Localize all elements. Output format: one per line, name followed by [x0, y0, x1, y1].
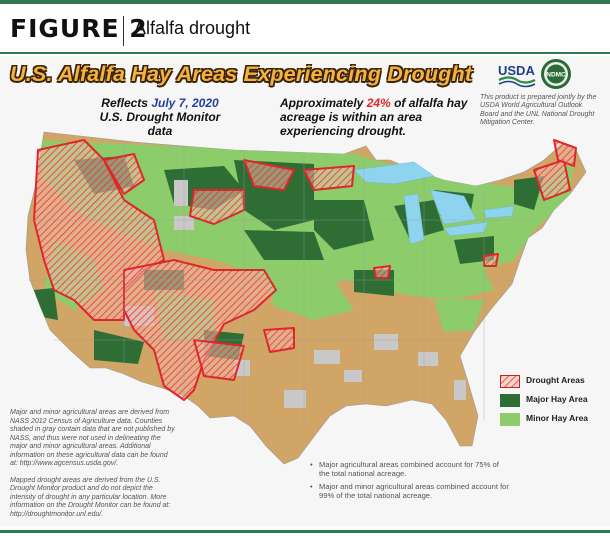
acreage-text: Approximately 24% of alfalfa hay acreage… [280, 96, 480, 138]
header-divider [123, 16, 124, 46]
reflects-prefix: Reflects [101, 96, 148, 110]
notes-left: Major and minor agricultural areas are d… [10, 409, 176, 527]
acreage-prefix: Approximately [280, 96, 364, 110]
header-rule [0, 52, 610, 54]
great-lakes [353, 161, 515, 245]
state-borders [28, 142, 534, 430]
us-map [25, 131, 587, 465]
figure-caption: Alfalfa drought [134, 18, 251, 38]
bottom-border [0, 530, 610, 533]
acreage-percent: 24% [366, 96, 391, 110]
note-combined-acreage: Major and minor agricultural areas combi… [310, 482, 510, 500]
acreage-suffix: of alfalfa hay acreage is within an area… [280, 96, 468, 138]
figure-label: FIGURE 2 [10, 14, 148, 43]
credit-text: This product is prepared jointly by the … [480, 94, 597, 127]
note-major-acreage: Major agricultural areas combined accoun… [310, 460, 510, 478]
reflects-date: July 7, 2020 [151, 96, 219, 110]
legend-label-drought: Drought Areas [526, 375, 585, 385]
drought-areas [33, 139, 577, 401]
legend-swatch-major [500, 394, 520, 407]
notes-bottom: Major agricultural areas combined accoun… [310, 460, 510, 504]
top-border [0, 0, 610, 4]
reflects-source: U.S. Drought Monitor data [99, 110, 221, 138]
ndmc-logo-text: NDMC [546, 72, 566, 79]
ndmc-logo: NDMC [541, 59, 571, 89]
map-title: U.S. Alfalfa Hay Areas Experiencing Drou… [10, 62, 473, 86]
reflects-text: Reflects July 7, 2020 U.S. Drought Monit… [90, 96, 230, 138]
usda-logo: USDA [498, 63, 536, 88]
legend-label-minor: Minor Hay Area [526, 413, 589, 423]
legend-swatch-drought [500, 375, 520, 388]
note-agricultural-data: Major and minor agricultural areas are d… [10, 409, 175, 467]
figure-header: FIGURE 2 Alfalfa drought [0, 4, 610, 52]
usda-logo-text: USDA [498, 63, 535, 78]
note-drought-data: Mapped drought areas are derived from th… [10, 476, 171, 518]
legend-swatch-minor [500, 413, 520, 426]
legend-label-major: Major Hay Area [526, 394, 588, 404]
